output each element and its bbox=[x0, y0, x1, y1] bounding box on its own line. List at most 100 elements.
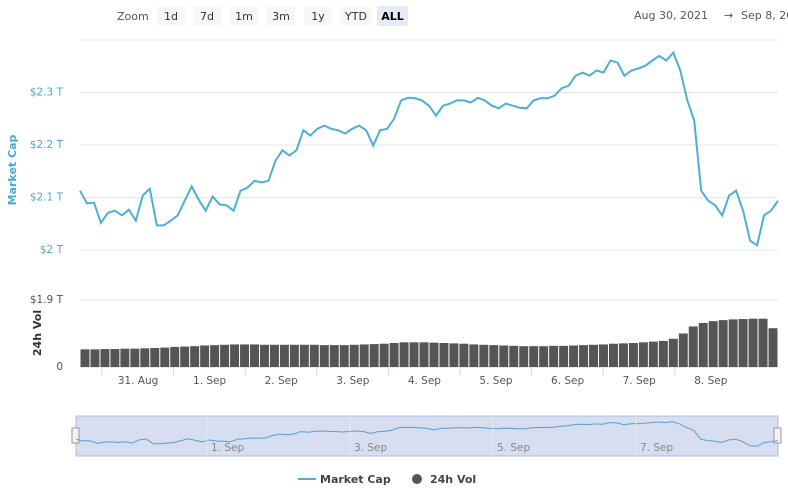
volume-bar bbox=[459, 343, 469, 367]
zoom-button-label[interactable]: 3m bbox=[272, 10, 290, 23]
zoom-button-label[interactable]: 1m bbox=[235, 10, 253, 23]
volume-bar bbox=[579, 345, 589, 367]
volume-bar bbox=[349, 344, 359, 367]
volume-bar bbox=[559, 345, 569, 367]
volume-bar bbox=[130, 348, 140, 367]
volume-bar bbox=[200, 345, 210, 367]
x-tick-label: 5. Sep bbox=[479, 375, 512, 387]
volume-bar bbox=[379, 343, 389, 367]
navigator-label: 1. Sep bbox=[211, 442, 244, 454]
zoom-button-label[interactable]: 7d bbox=[200, 10, 214, 23]
zoom-button[interactable] bbox=[340, 6, 372, 26]
y-axis-title: Market Cap bbox=[6, 135, 19, 206]
volume-bar bbox=[269, 344, 279, 367]
x-tick-label: 8. Sep bbox=[694, 375, 727, 387]
zoom-button[interactable] bbox=[230, 6, 258, 26]
volume-bar bbox=[240, 344, 250, 367]
navigator-label: 3. Sep bbox=[354, 442, 387, 454]
x-tick-label: 31. Aug bbox=[118, 375, 159, 387]
volume-bar bbox=[160, 347, 170, 367]
zoom-button[interactable] bbox=[193, 6, 221, 26]
volume-bar bbox=[389, 343, 399, 367]
volume-bar bbox=[409, 342, 419, 367]
zoom-button[interactable] bbox=[304, 6, 332, 26]
volume-bar bbox=[628, 343, 638, 367]
navigator-handle[interactable] bbox=[773, 427, 782, 444]
zoom-button-label[interactable]: 1y bbox=[311, 10, 325, 23]
volume-bar bbox=[708, 321, 718, 367]
volume-bar bbox=[319, 345, 329, 367]
volume-bar bbox=[519, 346, 529, 367]
volume-bar bbox=[150, 347, 160, 367]
volume-bar bbox=[359, 344, 369, 367]
navigator-label: 7. Sep bbox=[640, 442, 673, 454]
zoom-button[interactable] bbox=[267, 6, 295, 26]
zoom-button-label[interactable]: 1d bbox=[164, 10, 178, 23]
volume-bar bbox=[599, 344, 608, 367]
legend: Market Cap 24h Vol bbox=[298, 473, 476, 486]
volume-bar bbox=[220, 344, 230, 367]
volume-bar bbox=[140, 348, 150, 367]
volume-bar bbox=[190, 346, 200, 367]
x-tick-label: 1. Sep bbox=[193, 375, 226, 387]
volume-bar bbox=[180, 346, 190, 367]
volume-bar bbox=[608, 343, 618, 367]
volume-bar bbox=[738, 319, 748, 367]
y2-tick-label: 0 bbox=[56, 361, 63, 373]
volume-bar bbox=[638, 342, 648, 367]
x-tick-label: 3. Sep bbox=[336, 375, 369, 387]
navigator-handle[interactable] bbox=[71, 427, 80, 444]
navigator-label: 5. Sep bbox=[497, 442, 530, 454]
market-cap-line bbox=[79, 50, 779, 248]
volume-bar bbox=[339, 345, 349, 367]
y-tick-label: $2.1 T bbox=[30, 192, 64, 204]
x-tick-label: 7. Sep bbox=[623, 375, 656, 387]
volume-bar bbox=[678, 333, 688, 367]
volume-bar bbox=[299, 344, 309, 367]
volume-bar bbox=[120, 348, 130, 367]
volume-bar bbox=[170, 346, 180, 367]
volume-bar bbox=[529, 346, 539, 367]
volume-bar bbox=[419, 342, 429, 367]
volume-bar bbox=[499, 345, 509, 367]
zoom-button-label[interactable]: YTD bbox=[344, 10, 367, 23]
y-tick-label: $2.2 T bbox=[30, 139, 64, 151]
volume-bar bbox=[549, 345, 559, 367]
zoom-button-label[interactable]: ALL bbox=[381, 10, 404, 23]
navigator-line bbox=[75, 421, 779, 447]
volume-bar bbox=[210, 345, 220, 367]
volume-bar bbox=[668, 338, 678, 367]
y2-tick-label: $1.9 T bbox=[30, 294, 64, 306]
volume-bar bbox=[469, 344, 479, 367]
volume-bar bbox=[589, 344, 599, 367]
volume-bar bbox=[768, 328, 778, 367]
legend-label[interactable]: 24h Vol bbox=[430, 473, 476, 486]
volume-bar bbox=[309, 344, 319, 367]
volume-bar bbox=[110, 349, 120, 367]
volume-bar bbox=[539, 346, 549, 367]
legend-symbol bbox=[412, 474, 422, 484]
volume-bar bbox=[728, 319, 738, 367]
x-tick-label: 2. Sep bbox=[265, 375, 298, 387]
volume-bar bbox=[618, 343, 628, 367]
volume-bar bbox=[648, 341, 658, 367]
range-from: Aug 30, 2021 bbox=[634, 9, 708, 22]
y-tick-label: $2.3 T bbox=[30, 87, 64, 99]
volume-bar bbox=[100, 349, 110, 367]
volume-bar bbox=[329, 345, 339, 367]
volume-bar bbox=[279, 344, 289, 367]
volume-bar bbox=[489, 345, 499, 367]
volume-bar bbox=[698, 322, 708, 367]
zoom-button[interactable] bbox=[377, 6, 408, 26]
volume-bar bbox=[250, 344, 259, 367]
volume-bar bbox=[80, 349, 90, 367]
volume-bar bbox=[688, 326, 698, 367]
volume-bar bbox=[90, 349, 100, 367]
range-arrow: → bbox=[724, 9, 733, 22]
volume-bar bbox=[449, 343, 459, 367]
range-to: Sep 8, 2021 bbox=[741, 9, 788, 22]
zoom-button[interactable] bbox=[157, 6, 185, 26]
x-tick-label: 4. Sep bbox=[408, 375, 441, 387]
legend-label[interactable]: Market Cap bbox=[320, 473, 391, 486]
zoom-label: Zoom bbox=[117, 10, 149, 23]
